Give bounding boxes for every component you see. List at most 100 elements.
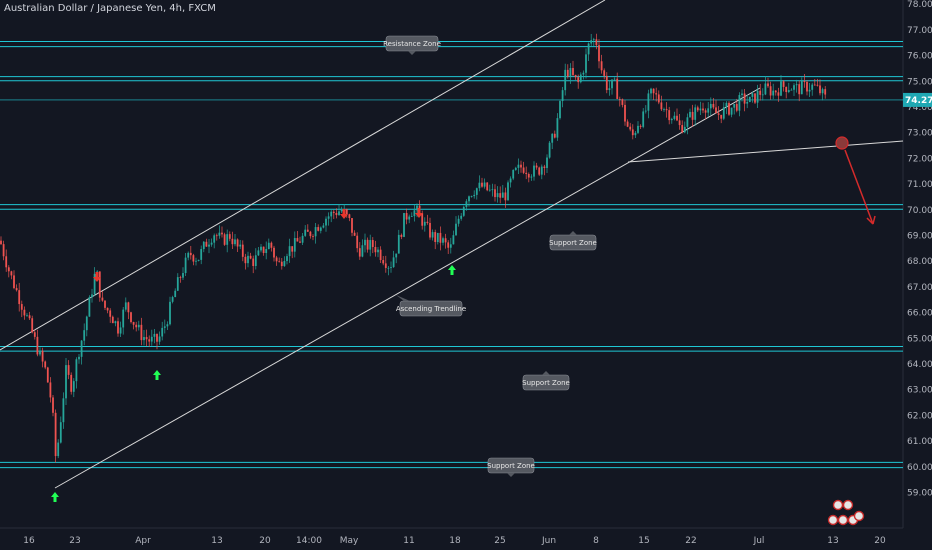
candle-body [332,211,335,213]
candle-body [345,209,348,215]
candle-body [486,182,489,191]
candle-body [335,212,338,216]
candle-body [660,102,663,110]
candle-body [169,301,171,325]
reaction-dot [837,514,849,526]
candle-body [247,255,249,264]
candle-body [41,350,44,362]
candle-body [325,218,327,226]
candle-body [132,322,135,325]
candle-body [587,43,590,55]
candle-body [777,92,780,96]
reaction-dot [853,510,865,522]
candle-body [338,211,340,216]
candle-body [106,307,109,311]
candle-body [603,70,606,76]
candle-body [262,246,265,254]
candle-body [499,193,502,198]
y-tick-label: 77.00 [907,26,932,36]
candle-body [517,164,520,168]
candle-body [767,83,769,87]
candle-body [361,245,364,257]
candle-body [296,238,299,242]
candle-body [395,253,398,258]
candle-body [473,194,476,197]
candle-body [364,239,366,246]
y-tick-label: 60.00 [907,463,932,473]
x-tick-label: 8 [593,536,599,546]
candle-body [218,232,221,236]
candle-body [59,422,62,443]
candle-body [704,110,707,113]
candle-body [140,324,143,341]
candle-body [153,333,156,337]
candle-body [379,249,382,261]
candle-body [553,133,556,138]
candle-body [447,242,450,248]
candle-body [504,192,507,201]
candle-body [808,89,811,92]
candle-body [738,95,741,111]
emoji-reactions-icon [827,499,865,526]
ascending-trendline-callout: Ascending Trendline [396,295,466,317]
candle-body [317,227,320,231]
candle-body [478,182,481,189]
candle-body [46,367,49,383]
candle-body [280,261,283,267]
candle-body [798,84,801,95]
candle-body [15,288,18,291]
candle-body [720,114,723,119]
candle-body [709,103,712,109]
candle-body [273,247,275,258]
candle-body [746,101,749,104]
candle-body [421,213,424,226]
candle-body [631,129,634,136]
candle-body [0,240,2,245]
candle-body [811,84,814,90]
candle-body [413,210,416,217]
ascending-trendline-callout-box [399,300,463,317]
candle-body [699,108,702,111]
candle-body [756,90,759,103]
candle-body [312,236,314,237]
candle-body [642,111,645,127]
candle-body [88,297,91,317]
candle-body [512,169,515,179]
candle-body [676,115,678,121]
candle-body [200,249,203,260]
reaction-dot [842,499,854,511]
candle-body [668,110,671,121]
x-tick-label: 13 [211,536,222,546]
candle-body [215,235,218,237]
resistance-zone-callout-pointer [408,51,416,55]
candle-body [624,104,626,122]
candle-body [608,88,611,91]
candle-body [741,93,743,96]
candle-body [98,271,101,298]
candle-body [634,132,637,136]
y-tick-label: 70.00 [907,206,932,216]
candle-body [507,182,509,201]
candle-body [470,196,473,197]
candle-body [13,275,15,289]
resistance-zone-callout: Resistance Zone [383,35,441,55]
current-price-tag [903,92,932,107]
candle-body [252,258,255,267]
candle-body [241,244,244,257]
candle-body [301,235,304,243]
candle-body [652,88,655,94]
candle-body [522,167,525,173]
candle-body [491,189,494,191]
candle-body [816,84,819,86]
candle-body [384,263,387,268]
candle-body [145,337,148,340]
candle-body [572,68,574,75]
x-tick-label: 18 [449,536,461,546]
buy-arrow-icon [448,265,456,275]
candle-body [821,89,824,94]
candle-body [743,93,746,104]
candle-body [309,231,312,237]
candle-body [644,110,647,112]
